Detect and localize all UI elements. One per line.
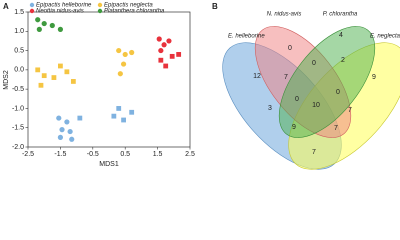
- set-label: E. helleborine: [228, 34, 265, 40]
- y-tick-label: -1.5: [12, 125, 24, 132]
- legend-marker: [97, 2, 103, 8]
- set-label: N. nidus-avis: [267, 12, 302, 18]
- set-ellipse: [278, 26, 376, 138]
- point: [117, 71, 123, 77]
- point: [129, 49, 135, 56]
- y-tick-label: 1.0: [14, 28, 24, 35]
- point: [64, 119, 70, 125]
- point: [122, 51, 128, 58]
- y-tick-label: 0.0: [14, 67, 24, 74]
- y-tick-label: -0.5: [12, 86, 24, 93]
- region-count: 0: [312, 60, 316, 67]
- point: [67, 128, 73, 135]
- point: [41, 73, 47, 79]
- y-tick-label: -2.0: [12, 144, 24, 151]
- point: [169, 53, 175, 59]
- point: [70, 79, 76, 84]
- x-tick-label: 2.5: [185, 151, 195, 158]
- x-tick-label: -1.5: [54, 151, 66, 158]
- point: [57, 134, 64, 140]
- y-tick-label: 1.5: [14, 9, 24, 16]
- point: [163, 63, 169, 69]
- x-axis-label: MDS1: [99, 161, 119, 168]
- region-count: 0: [288, 45, 292, 52]
- panel-label: A: [3, 2, 9, 11]
- figure: A B MDS1 MDS2 -2.5 -1.5 -0.5 0.5 1.5 2.5 -2.0 -…: [3, 2, 400, 170]
- point: [56, 115, 62, 121]
- point: [111, 113, 117, 119]
- legend-label: Epipactis neglecta: [104, 3, 153, 9]
- plot-frame: [27, 11, 191, 148]
- legend-marker: [29, 2, 35, 8]
- point: [176, 52, 182, 57]
- region-count: 7: [284, 74, 288, 81]
- region-count: 12: [253, 73, 261, 80]
- set-label: P. chlorantha: [323, 12, 358, 18]
- region-count: 10: [312, 102, 320, 109]
- point: [69, 136, 75, 142]
- point: [166, 38, 172, 44]
- x-tick-label: -2.5: [22, 151, 34, 158]
- point: [58, 63, 63, 69]
- y-tick-label: -1.0: [12, 105, 24, 112]
- point: [51, 75, 57, 80]
- y-tick-label: 0.5: [14, 47, 24, 54]
- legend-marker: [97, 8, 103, 14]
- point: [38, 82, 44, 88]
- set-label: E. neglecta: [370, 34, 400, 40]
- legend-label: Neottia nidus-avis: [36, 9, 84, 15]
- point: [77, 115, 83, 121]
- region-count: 9: [372, 74, 376, 81]
- point: [59, 127, 65, 133]
- point: [35, 67, 41, 73]
- region-count: 3: [268, 105, 272, 112]
- x-tick-label: 0.5: [120, 151, 130, 158]
- point: [57, 26, 64, 32]
- point: [116, 106, 122, 111]
- point: [161, 42, 167, 48]
- point: [129, 109, 135, 115]
- legend-marker: [29, 8, 35, 14]
- point: [49, 22, 55, 29]
- point: [158, 57, 164, 63]
- point: [35, 17, 41, 23]
- region-count: 7: [334, 125, 338, 132]
- point: [41, 20, 47, 27]
- venn-diagram: [222, 26, 400, 170]
- region-count: 0: [295, 96, 299, 103]
- point: [116, 47, 122, 54]
- point: [158, 47, 164, 54]
- point: [36, 26, 42, 32]
- legend-label: Platanthera chlorantha: [104, 9, 165, 15]
- region-count: 2: [341, 57, 345, 64]
- legend-label: Epipactis helleborine: [36, 3, 92, 9]
- panel-label: B: [212, 2, 218, 11]
- region-count: 7: [348, 107, 352, 114]
- point: [121, 117, 126, 123]
- region-count: 7: [312, 149, 316, 156]
- region-count: 0: [336, 89, 340, 96]
- point: [156, 36, 162, 42]
- point: [64, 69, 70, 75]
- y-axis-label: MDS2: [3, 70, 10, 90]
- region-count: 9: [292, 124, 296, 131]
- point: [120, 61, 127, 67]
- x-tick-label: 1.5: [153, 151, 163, 158]
- x-tick-label: -0.5: [87, 151, 99, 158]
- region-count: 4: [339, 32, 343, 39]
